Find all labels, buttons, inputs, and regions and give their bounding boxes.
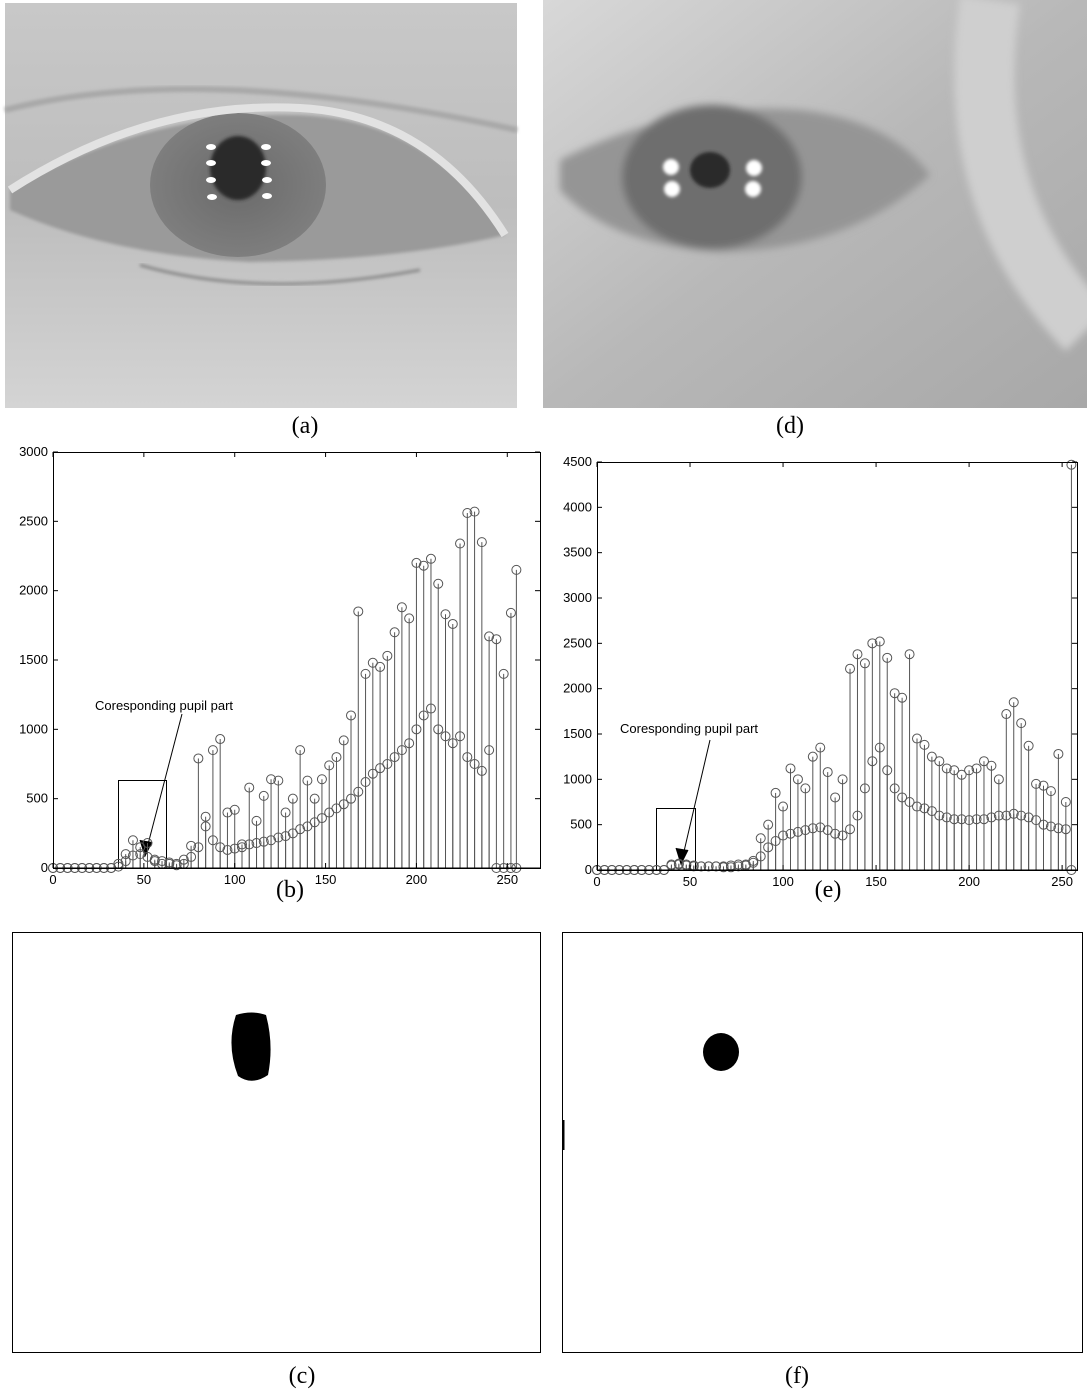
y-tick-label: 3000 (19, 444, 48, 459)
y-tick-label: 2000 (19, 583, 48, 598)
y-tick-label: 3500 (563, 545, 592, 560)
annotation-text: Coresponding pupil part (620, 721, 758, 736)
x-tick-label: 50 (683, 874, 697, 889)
y-tick-label: 1500 (563, 726, 592, 741)
panel-label: (f) (785, 1363, 809, 1389)
panel-label: (c) (289, 1363, 316, 1389)
panel-label: (b) (276, 877, 304, 903)
panel-label: (e) (815, 877, 842, 903)
stem-chart: 0 500 1000 1500 2000 2500 3000 3500 4000 4500 0 50 1… (563, 454, 1077, 889)
y-tick-label: 0 (585, 862, 592, 877)
y-tick-label: 1000 (19, 721, 48, 736)
y-tick-label: 2500 (19, 513, 48, 528)
eye-image-d (543, 0, 1087, 408)
panel-label: (d) (776, 413, 804, 439)
x-tick-label: 50 (137, 872, 151, 887)
x-tick-label: 100 (772, 874, 794, 889)
y-tick-label: 500 (570, 817, 592, 832)
binary-image-f (563, 933, 1083, 1353)
y-tick-label: 4000 (563, 499, 592, 514)
binary-image-c (13, 933, 541, 1353)
eye-image-a (5, 3, 517, 408)
y-tick-label: 500 (26, 791, 48, 806)
y-tick-label: 2000 (563, 681, 592, 696)
x-tick-label: 250 (496, 872, 518, 887)
y-tick-label: 1000 (563, 771, 592, 786)
y-tick-label: 4500 (563, 454, 592, 469)
x-tick-label: 0 (49, 872, 56, 887)
y-tick-label: 3000 (563, 590, 592, 605)
figure: Coresponding pupil part Coresponding pup… (0, 0, 1087, 1392)
x-tick-label: 200 (958, 874, 980, 889)
stem-chart: 0 500 1000 1500 2000 2500 3000 0 50 100 150 200 250 (19, 444, 540, 887)
y-tick-label: 1500 (19, 652, 48, 667)
plot-frame (598, 463, 1078, 871)
x-tick-label: 0 (593, 874, 600, 889)
x-tick-label: 150 (315, 872, 337, 887)
figure-canvas: Coresponding pupil part Coresponding pup… (0, 0, 1087, 1392)
y-tick-label: 2500 (563, 635, 592, 650)
annotation-b (119, 714, 183, 869)
annotation-text: Coresponding pupil part (95, 698, 233, 713)
annotation-e (657, 740, 711, 871)
x-tick-label: 100 (224, 872, 246, 887)
x-tick-label: 250 (1051, 874, 1073, 889)
x-tick-label: 150 (865, 874, 887, 889)
x-tick-label: 200 (406, 872, 428, 887)
y-tick-label: 0 (41, 860, 48, 875)
panel-label: (a) (292, 413, 319, 439)
